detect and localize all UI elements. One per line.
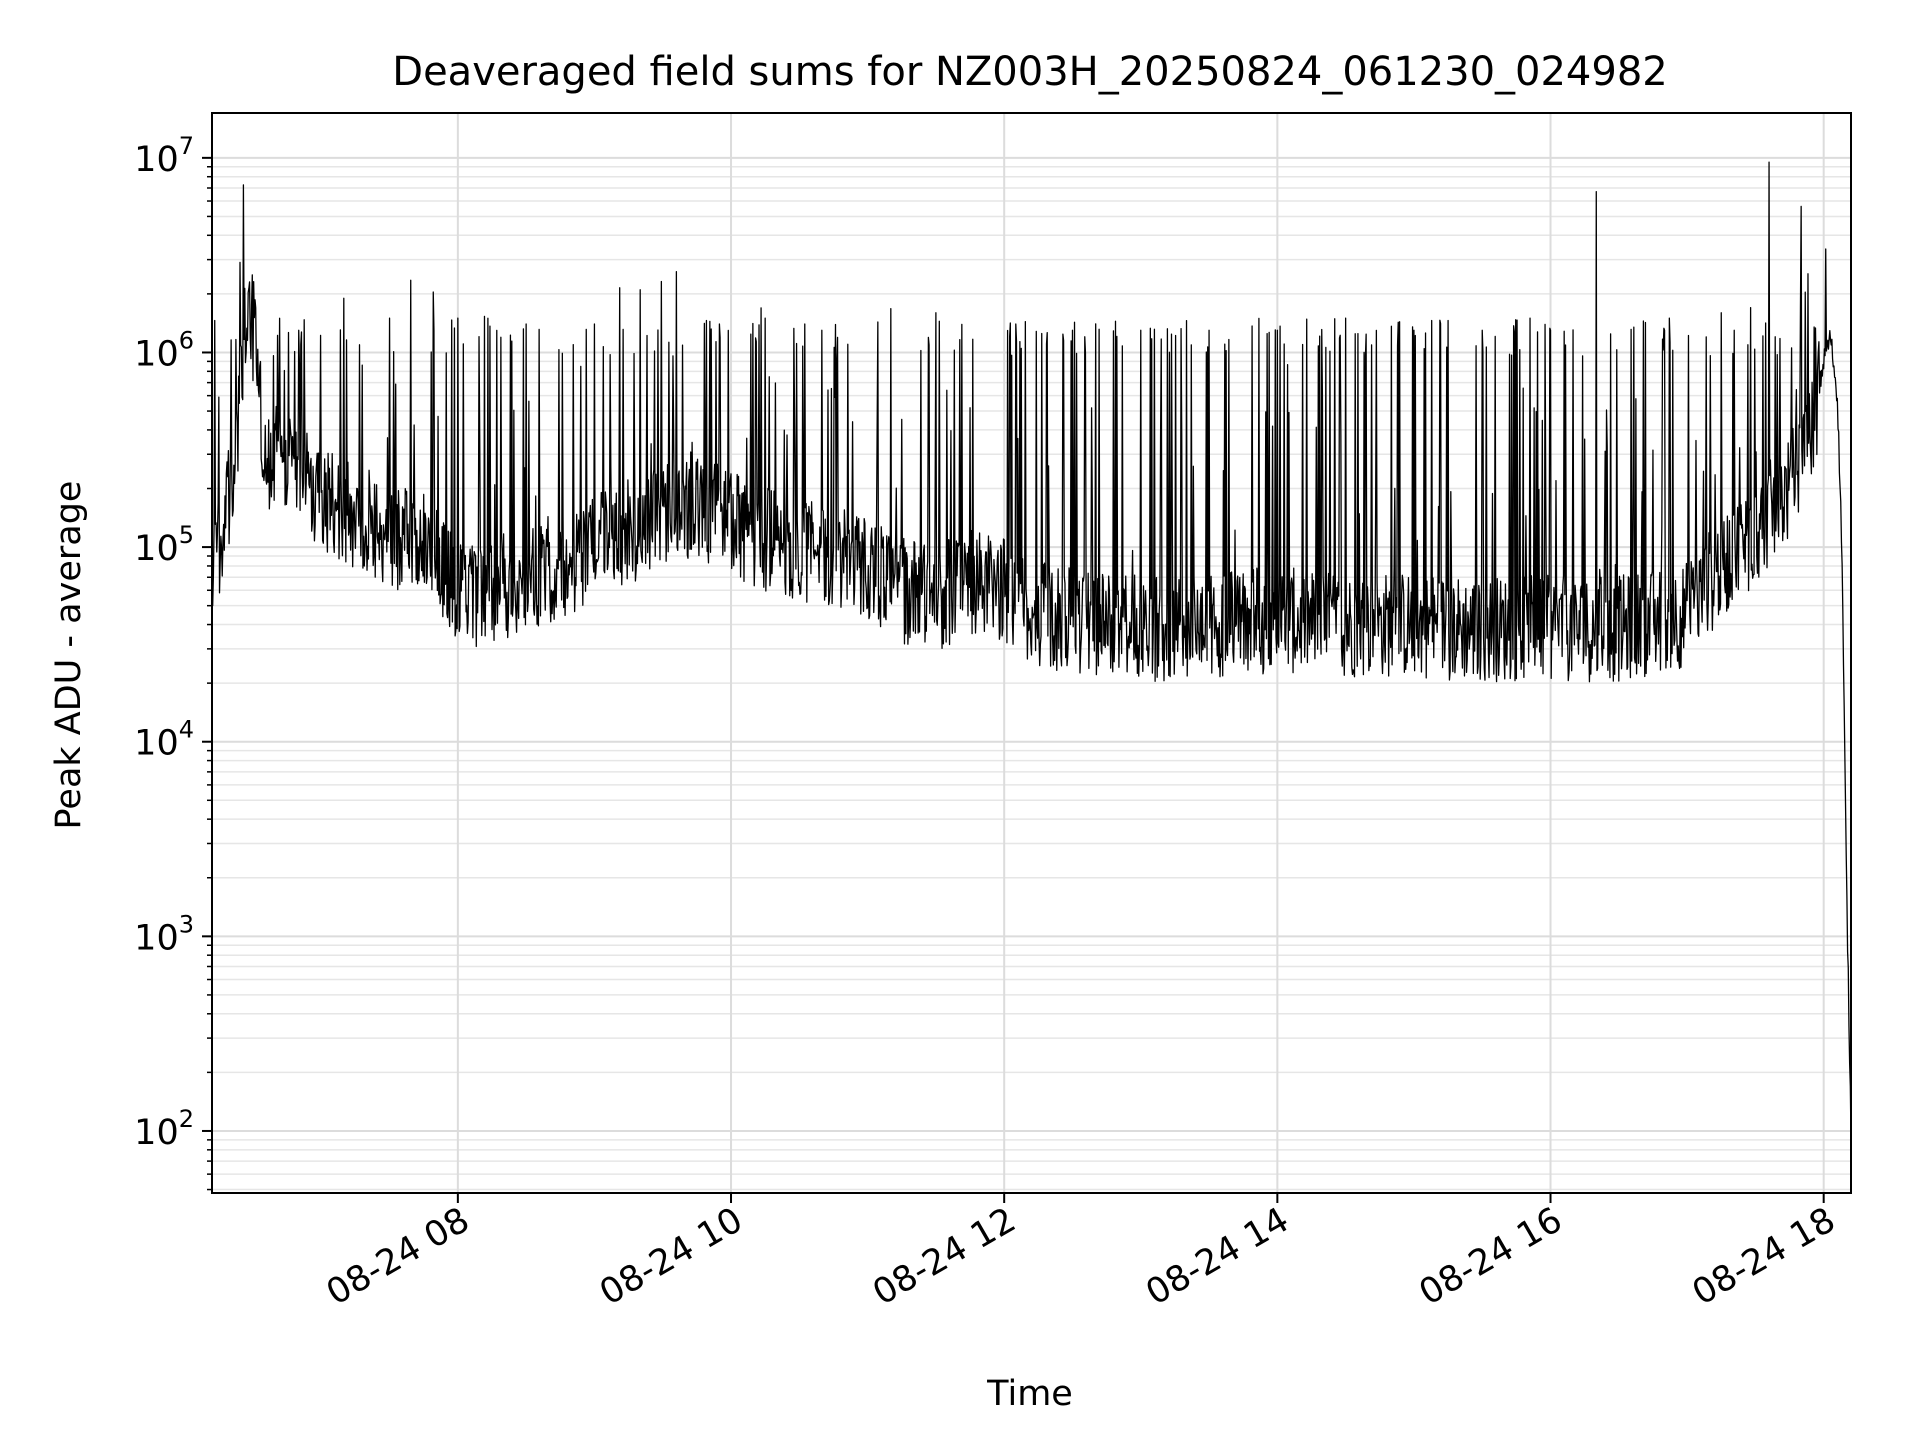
- x-axis-label: Time: [986, 1374, 1073, 1414]
- y-tick-label: 105: [134, 521, 194, 569]
- series-line: [211, 161, 1852, 1142]
- grid-layer: [212, 113, 1851, 1193]
- y-tick-label: 106: [134, 326, 194, 374]
- y-tick-label: 104: [134, 716, 194, 764]
- y-tick-label: 107: [134, 132, 194, 180]
- y-tick-label: 103: [134, 910, 194, 958]
- y-tick-label: 102: [134, 1105, 194, 1153]
- data-layer: [211, 161, 1852, 1142]
- chart-title: Deaveraged field sums for NZ003H_2025082…: [392, 49, 1667, 95]
- plot-frame: [211, 112, 1852, 1194]
- y-axis-label: Peak ADU - average: [49, 481, 89, 830]
